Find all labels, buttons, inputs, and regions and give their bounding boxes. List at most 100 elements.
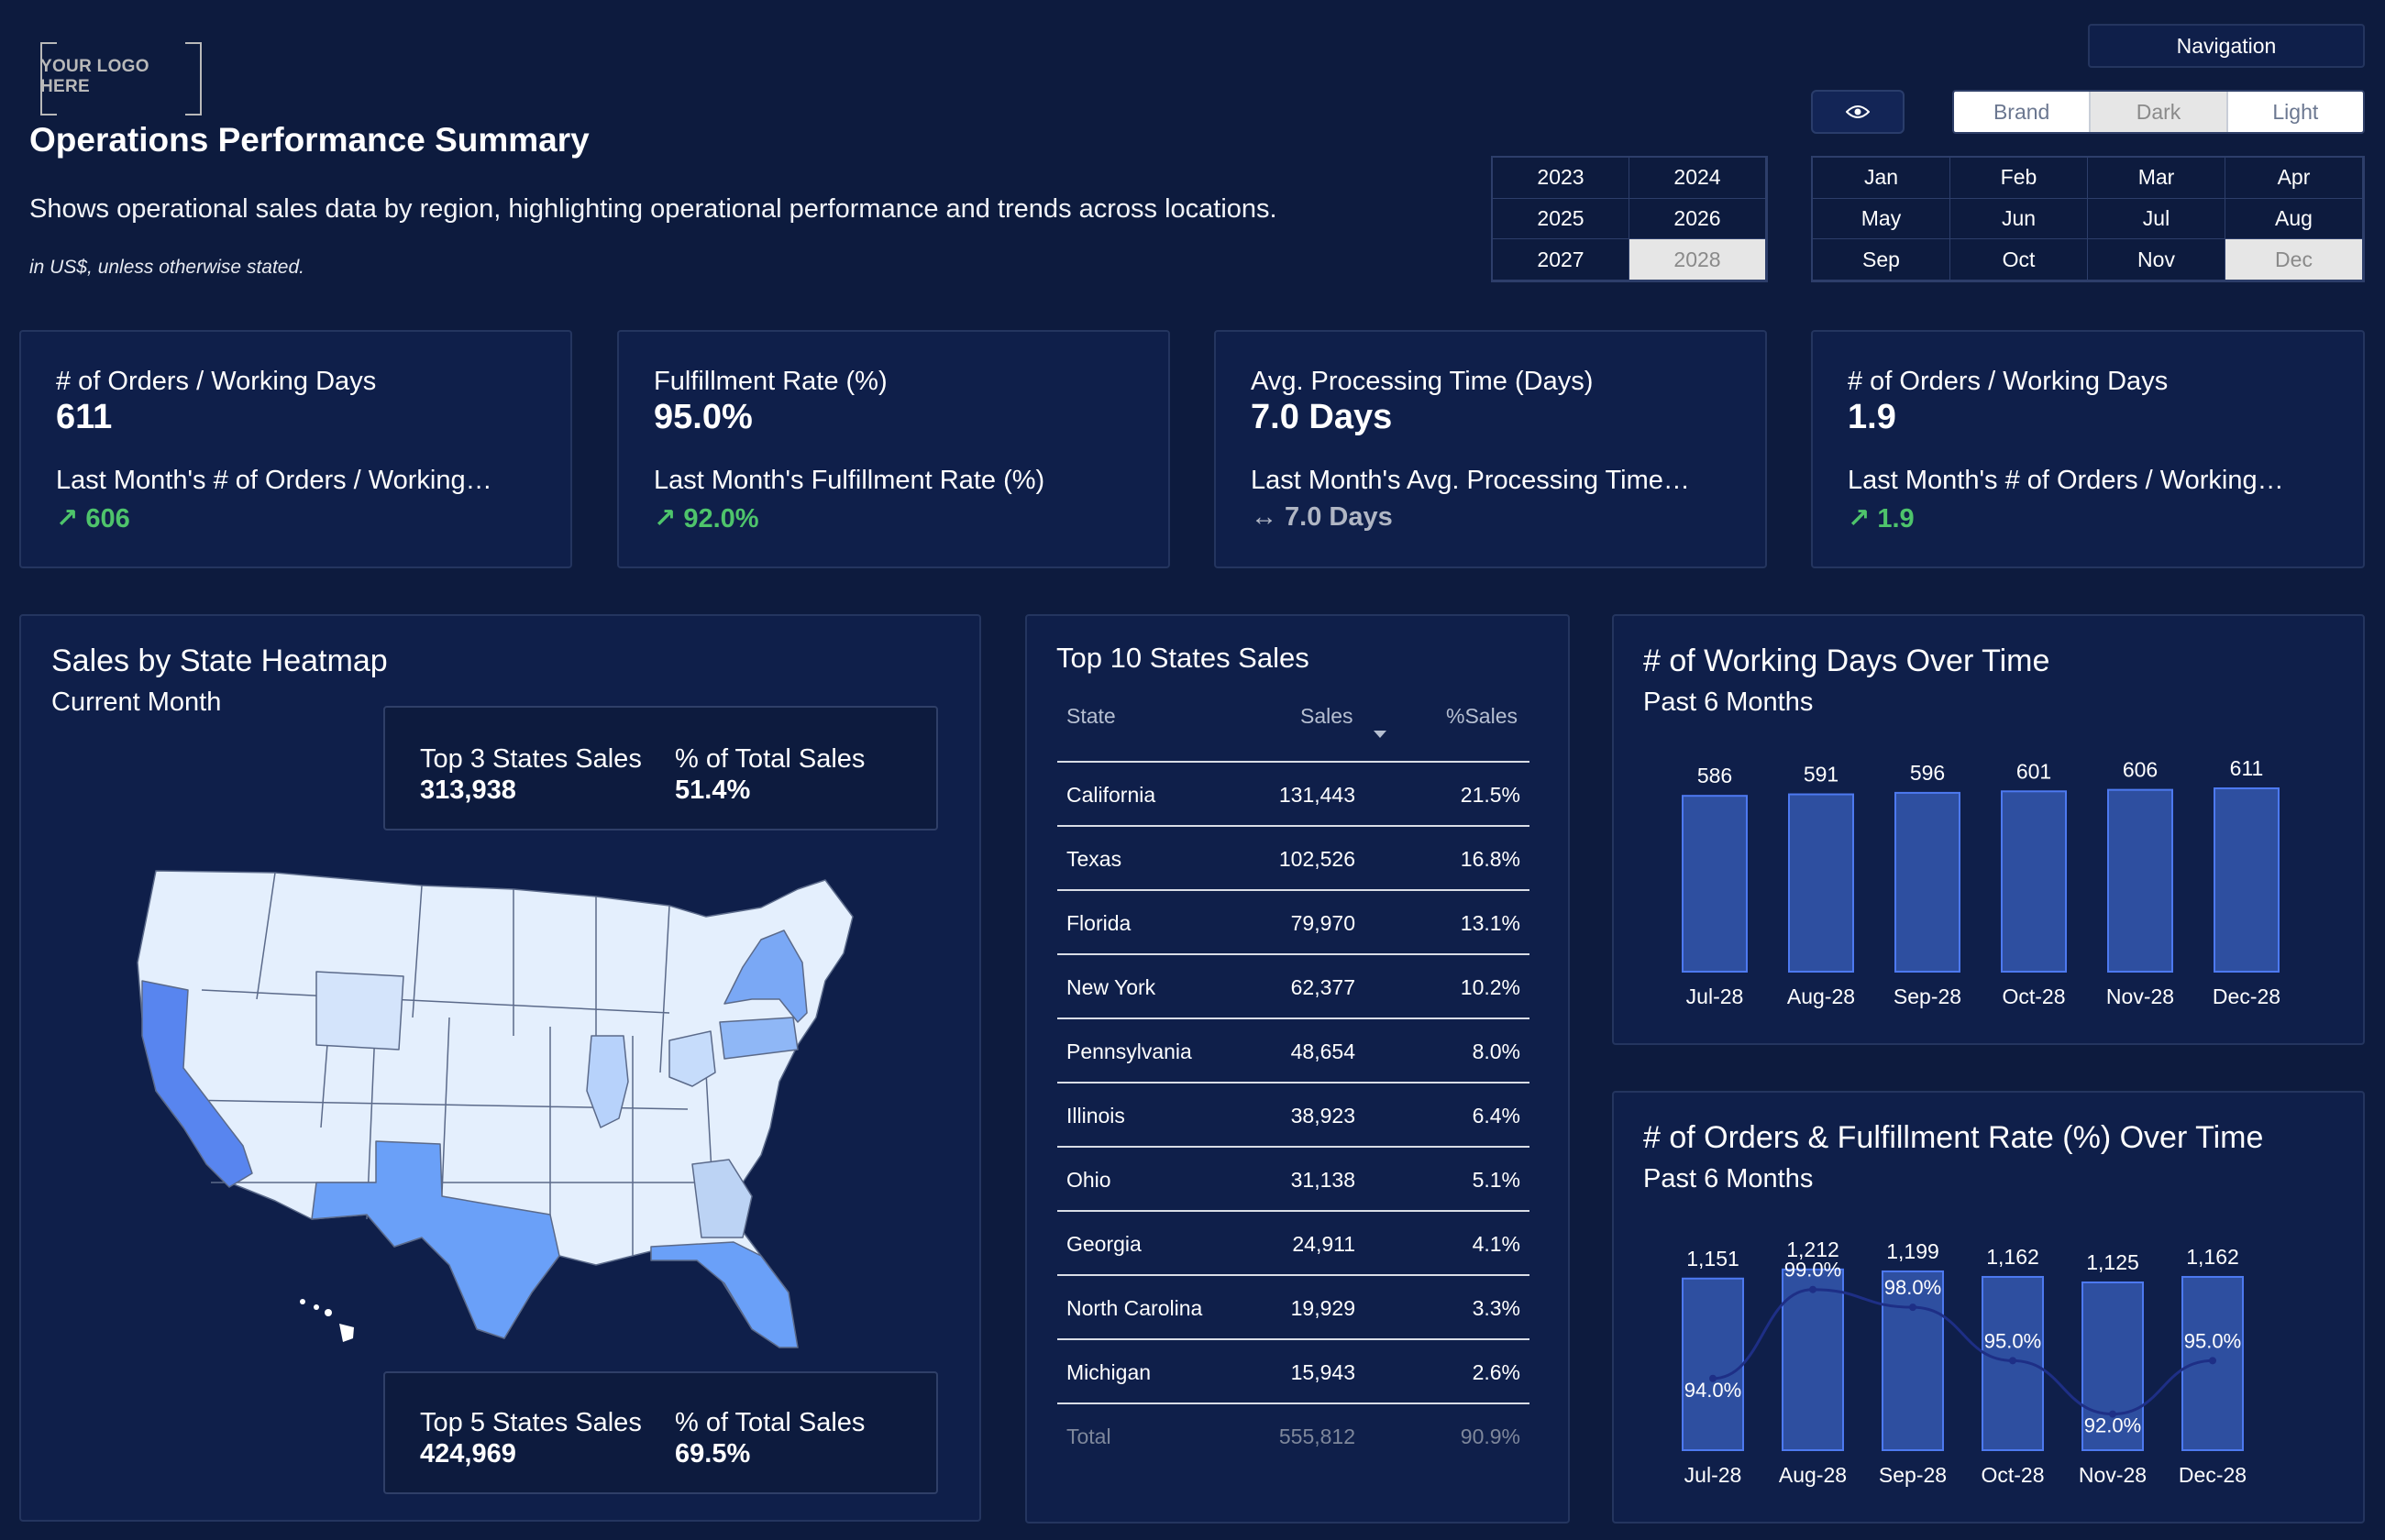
- kpi-delta: ↗ 1.9: [1848, 504, 1915, 534]
- kpi-value: 611: [56, 398, 113, 436]
- month-option[interactable]: Oct: [1950, 239, 2088, 280]
- eye-icon: [1846, 105, 1870, 118]
- data-label: 611: [2230, 756, 2264, 780]
- month-option[interactable]: Jan: [1813, 158, 1950, 199]
- cell-sales: 48,654: [1290, 1040, 1355, 1063]
- working-days-subtitle: Past 6 Months: [1643, 688, 1814, 717]
- line-point: [2109, 1410, 2116, 1418]
- table-row[interactable]: Illinois 38,923 6.4%: [1057, 1082, 1529, 1148]
- company-logo: YOUR LOGO HERE: [40, 42, 202, 116]
- rate-label: 98.0%: [1884, 1276, 1941, 1299]
- col-header-sales[interactable]: Sales: [1300, 704, 1353, 728]
- sort-desc-icon[interactable]: [1373, 730, 1387, 739]
- kpi-card-orders-per-day: # of Orders / Working Days 611 Last Mont…: [19, 330, 572, 568]
- month-option[interactable]: Jul: [2088, 198, 2225, 240]
- theme-option-brand[interactable]: Brand: [1954, 92, 2092, 132]
- col-header-state[interactable]: State: [1066, 704, 1116, 728]
- top5-states-box: Top 5 States Sales 424,969 % of Total Sa…: [383, 1371, 938, 1494]
- table-row[interactable]: California 131,443 21.5%: [1057, 761, 1529, 827]
- theme-option-dark[interactable]: Dark: [2091, 92, 2228, 132]
- cell-sales: 102,526: [1278, 847, 1355, 871]
- table-row[interactable]: Texas 102,526 16.8%: [1057, 825, 1529, 891]
- cell-state: Georgia: [1066, 1232, 1142, 1256]
- map-hawaii-3: [325, 1309, 332, 1316]
- cell-pct: 16.8%: [1460, 847, 1520, 871]
- cell-sales: 79,970: [1290, 911, 1355, 935]
- top3-pct-label: % of Total Sales: [675, 744, 866, 774]
- month-option[interactable]: Nov: [2088, 239, 2225, 280]
- map-state-new-york: [723, 930, 808, 1023]
- line-point: [1709, 1374, 1717, 1382]
- orders-fulfillment-chart: 1,151 Jul-28 1,212 Aug-28 1,199 Sep-28 1,162 Oc…: [1682, 1238, 2247, 1487]
- orders-fulfillment-title: # of Orders & Fulfillment Rate (%) Over …: [1643, 1120, 2264, 1155]
- col-header-pct-sales[interactable]: %Sales: [1446, 704, 1518, 728]
- kpi-prev-label: Last Month's Fulfillment Rate (%): [654, 466, 1045, 495]
- x-tick-label: Aug-28: [1779, 1463, 1847, 1487]
- cell-state: California: [1066, 783, 1156, 807]
- table-row[interactable]: Pennsylvania 48,654 8.0%: [1057, 1018, 1529, 1084]
- kpi-delta: ↔ 7.0 Days: [1251, 502, 1393, 532]
- navigation-button[interactable]: Navigation: [2088, 24, 2365, 68]
- theme-option-light[interactable]: Light: [2227, 92, 2363, 132]
- cell-sales: 62,377: [1290, 975, 1355, 999]
- table-row[interactable]: Georgia 24,911 4.1%: [1057, 1210, 1529, 1276]
- table-row[interactable]: Michigan 15,943 2.6%: [1057, 1338, 1529, 1404]
- table-row[interactable]: North Carolina 19,929 3.3%: [1057, 1274, 1529, 1340]
- rate-label: 99.0%: [1784, 1259, 1841, 1282]
- month-option[interactable]: Jun: [1950, 198, 2088, 240]
- bar: [1882, 1270, 1944, 1451]
- year-option[interactable]: 2026: [1629, 198, 1766, 240]
- data-label: 591: [1804, 763, 1838, 786]
- visibility-toggle-button[interactable]: [1811, 90, 1905, 134]
- bar: [1788, 793, 1854, 973]
- kpi-card-processing-time: Avg. Processing Time (Days) 7.0 Days Las…: [1214, 330, 1767, 568]
- map-state-california: [141, 980, 253, 1188]
- month-option-selected[interactable]: Dec: [2225, 239, 2363, 280]
- data-label: 606: [2123, 758, 2158, 782]
- year-option-selected[interactable]: 2028: [1629, 239, 1766, 280]
- cell-pct: 2.6%: [1472, 1360, 1520, 1384]
- month-option[interactable]: Apr: [2225, 158, 2363, 199]
- year-option[interactable]: 2024: [1629, 158, 1766, 199]
- working-days-title: # of Working Days Over Time: [1643, 644, 2050, 678]
- data-label: 601: [2016, 759, 2051, 783]
- working-days-chart: 586 Jul-28 591 Aug-28 596 Sep-28 601 Oct-28 606 N…: [1682, 756, 2280, 1008]
- cell-pct: 4.1%: [1472, 1232, 1520, 1256]
- year-option[interactable]: 2023: [1493, 158, 1629, 199]
- top10-title: Top 10 States Sales: [1056, 642, 1309, 674]
- kpi-value: 1.9: [1848, 398, 1896, 436]
- x-tick-label: Sep-28: [1894, 984, 1961, 1008]
- top3-label: Top 3 States Sales: [420, 744, 642, 774]
- table-row[interactable]: Florida 79,970 13.1%: [1057, 889, 1529, 955]
- kpi-value: 7.0 Days: [1251, 398, 1393, 436]
- cell-sales: 38,923: [1290, 1104, 1355, 1128]
- year-option[interactable]: 2027: [1493, 239, 1629, 280]
- x-tick-label: Dec-28: [2213, 984, 2280, 1008]
- data-label: 1,199: [1886, 1239, 1939, 1263]
- bar: [2214, 787, 2280, 973]
- table-row[interactable]: New York 62,377 10.2%: [1057, 953, 1529, 1019]
- heatmap-subtitle: Current Month: [51, 688, 222, 717]
- year-option[interactable]: 2025: [1493, 198, 1629, 240]
- cell-pct: 21.5%: [1460, 783, 1520, 807]
- table-row[interactable]: Ohio 31,138 5.1%: [1057, 1146, 1529, 1212]
- kpi-label: # of Orders / Working Days: [56, 367, 377, 396]
- cell-total-label: Total: [1066, 1424, 1111, 1448]
- x-tick-label: Oct-28: [1981, 1463, 2044, 1487]
- month-option[interactable]: Sep: [1813, 239, 1950, 280]
- month-option[interactable]: Mar: [2088, 158, 2225, 199]
- month-option[interactable]: May: [1813, 198, 1950, 240]
- month-selector: Jan Feb Mar Apr May Jun Jul Aug Sep Oct …: [1811, 156, 2365, 282]
- kpi-prev-label: Last Month's # of Orders / Working…: [1848, 466, 2284, 495]
- map-state-pennsylvania: [719, 1017, 799, 1060]
- cell-state: Pennsylvania: [1066, 1040, 1192, 1063]
- kpi-label: Fulfillment Rate (%): [654, 367, 888, 396]
- orders-fulfillment-subtitle: Past 6 Months: [1643, 1164, 1814, 1194]
- cell-state: North Carolina: [1066, 1296, 1203, 1320]
- month-option[interactable]: Feb: [1950, 158, 2088, 199]
- x-tick-label: Oct-28: [2002, 984, 2065, 1008]
- data-label: 1,162: [2186, 1245, 2239, 1269]
- month-option[interactable]: Aug: [2225, 198, 2363, 240]
- map-state-florida: [650, 1241, 799, 1348]
- kpi-label: Avg. Processing Time (Days): [1251, 367, 1594, 396]
